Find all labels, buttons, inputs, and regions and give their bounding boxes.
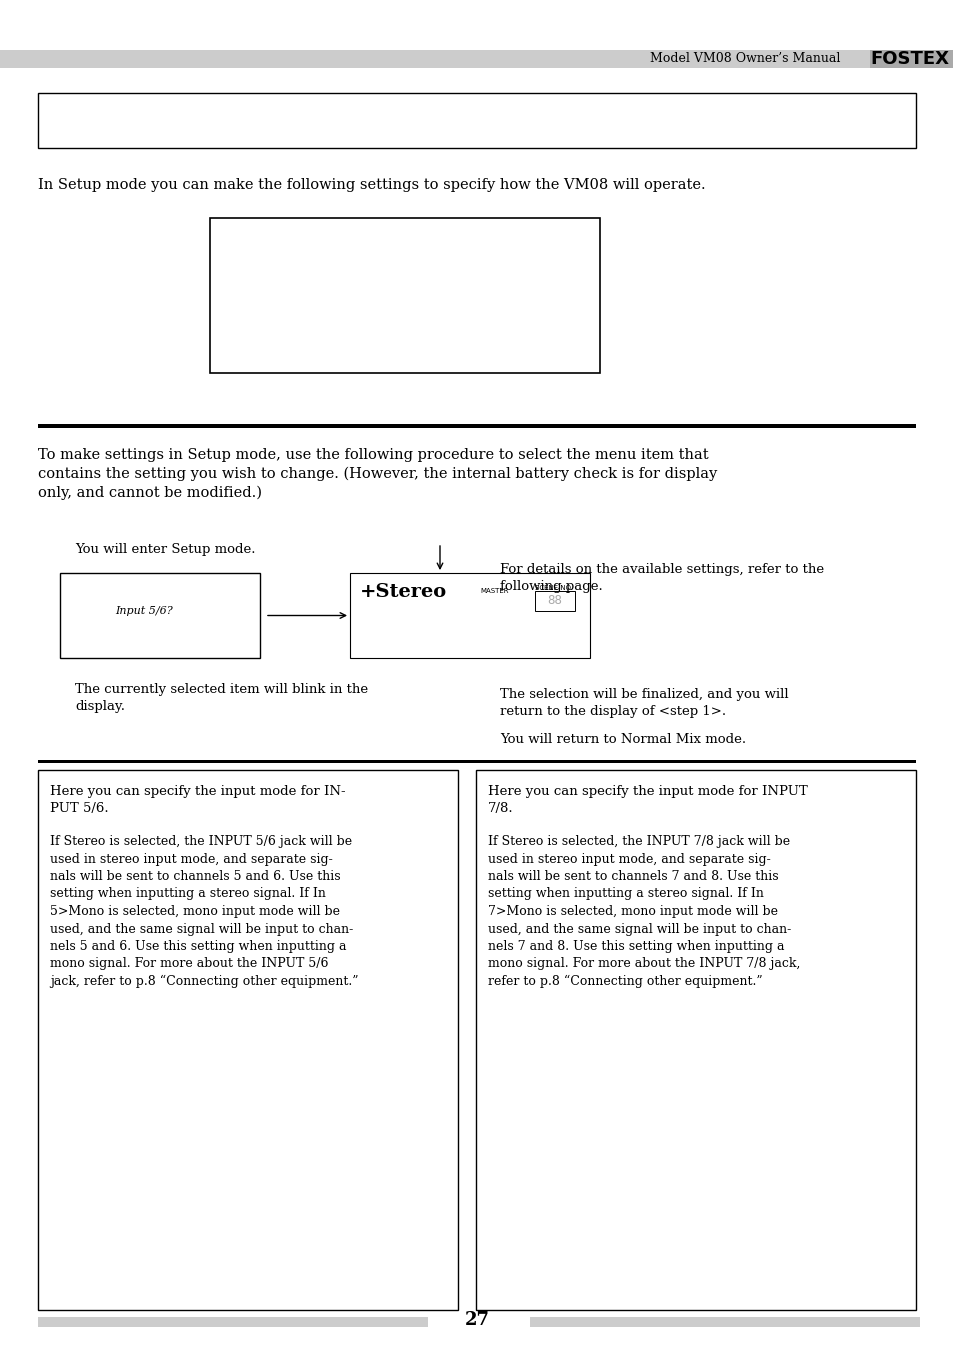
Bar bbox=[210, 218, 599, 373]
Bar bbox=[38, 93, 915, 148]
Text: Model VM08 Owner’s Manual: Model VM08 Owner’s Manual bbox=[649, 53, 840, 66]
Text: MASTER: MASTER bbox=[479, 588, 508, 594]
Text: You will enter Setup mode.: You will enter Setup mode. bbox=[75, 543, 255, 555]
Text: 88: 88 bbox=[547, 594, 562, 608]
Text: +Stereo: +Stereo bbox=[359, 582, 447, 601]
Text: If Stereo is selected, the INPUT 7/8 jack will be
used in stereo input mode, and: If Stereo is selected, the INPUT 7/8 jac… bbox=[488, 834, 800, 988]
Bar bbox=[869, 50, 953, 67]
Bar bbox=[60, 573, 260, 658]
Text: SCENE NO.: SCENE NO. bbox=[535, 585, 573, 590]
Bar bbox=[38, 770, 457, 1310]
Text: To make settings in Setup mode, use the following procedure to select the menu i: To make settings in Setup mode, use the … bbox=[38, 448, 717, 500]
Text: You will return to Normal Mix mode.: You will return to Normal Mix mode. bbox=[499, 733, 745, 745]
Text: If Stereo is selected, the INPUT 5/6 jack will be
used in stereo input mode, and: If Stereo is selected, the INPUT 5/6 jac… bbox=[50, 834, 358, 988]
Bar bbox=[535, 590, 575, 611]
Bar bbox=[0, 50, 953, 67]
Text: In Setup mode you can make the following settings to specify how the VM08 will o: In Setup mode you can make the following… bbox=[38, 178, 705, 191]
Text: Here you can specify the input mode for INPUT
7/8.: Here you can specify the input mode for … bbox=[488, 785, 807, 816]
Text: For details on the available settings, refer to the
following page.: For details on the available settings, r… bbox=[499, 563, 823, 593]
Text: FOSTEX: FOSTEX bbox=[869, 50, 948, 67]
Text: Here you can specify the input mode for IN-
PUT 5/6.: Here you can specify the input mode for … bbox=[50, 785, 345, 816]
Text: The currently selected item will blink in the
display.: The currently selected item will blink i… bbox=[75, 683, 368, 713]
Bar bbox=[38, 1317, 428, 1326]
Text: Input 5/6?: Input 5/6? bbox=[115, 605, 172, 616]
Bar bbox=[38, 760, 915, 763]
Bar bbox=[350, 573, 589, 658]
Bar bbox=[476, 770, 915, 1310]
Text: The selection will be finalized, and you will
return to the display of <step 1>.: The selection will be finalized, and you… bbox=[499, 687, 788, 718]
Text: 27: 27 bbox=[464, 1312, 489, 1329]
Bar bbox=[38, 425, 915, 429]
Bar bbox=[530, 1317, 919, 1326]
